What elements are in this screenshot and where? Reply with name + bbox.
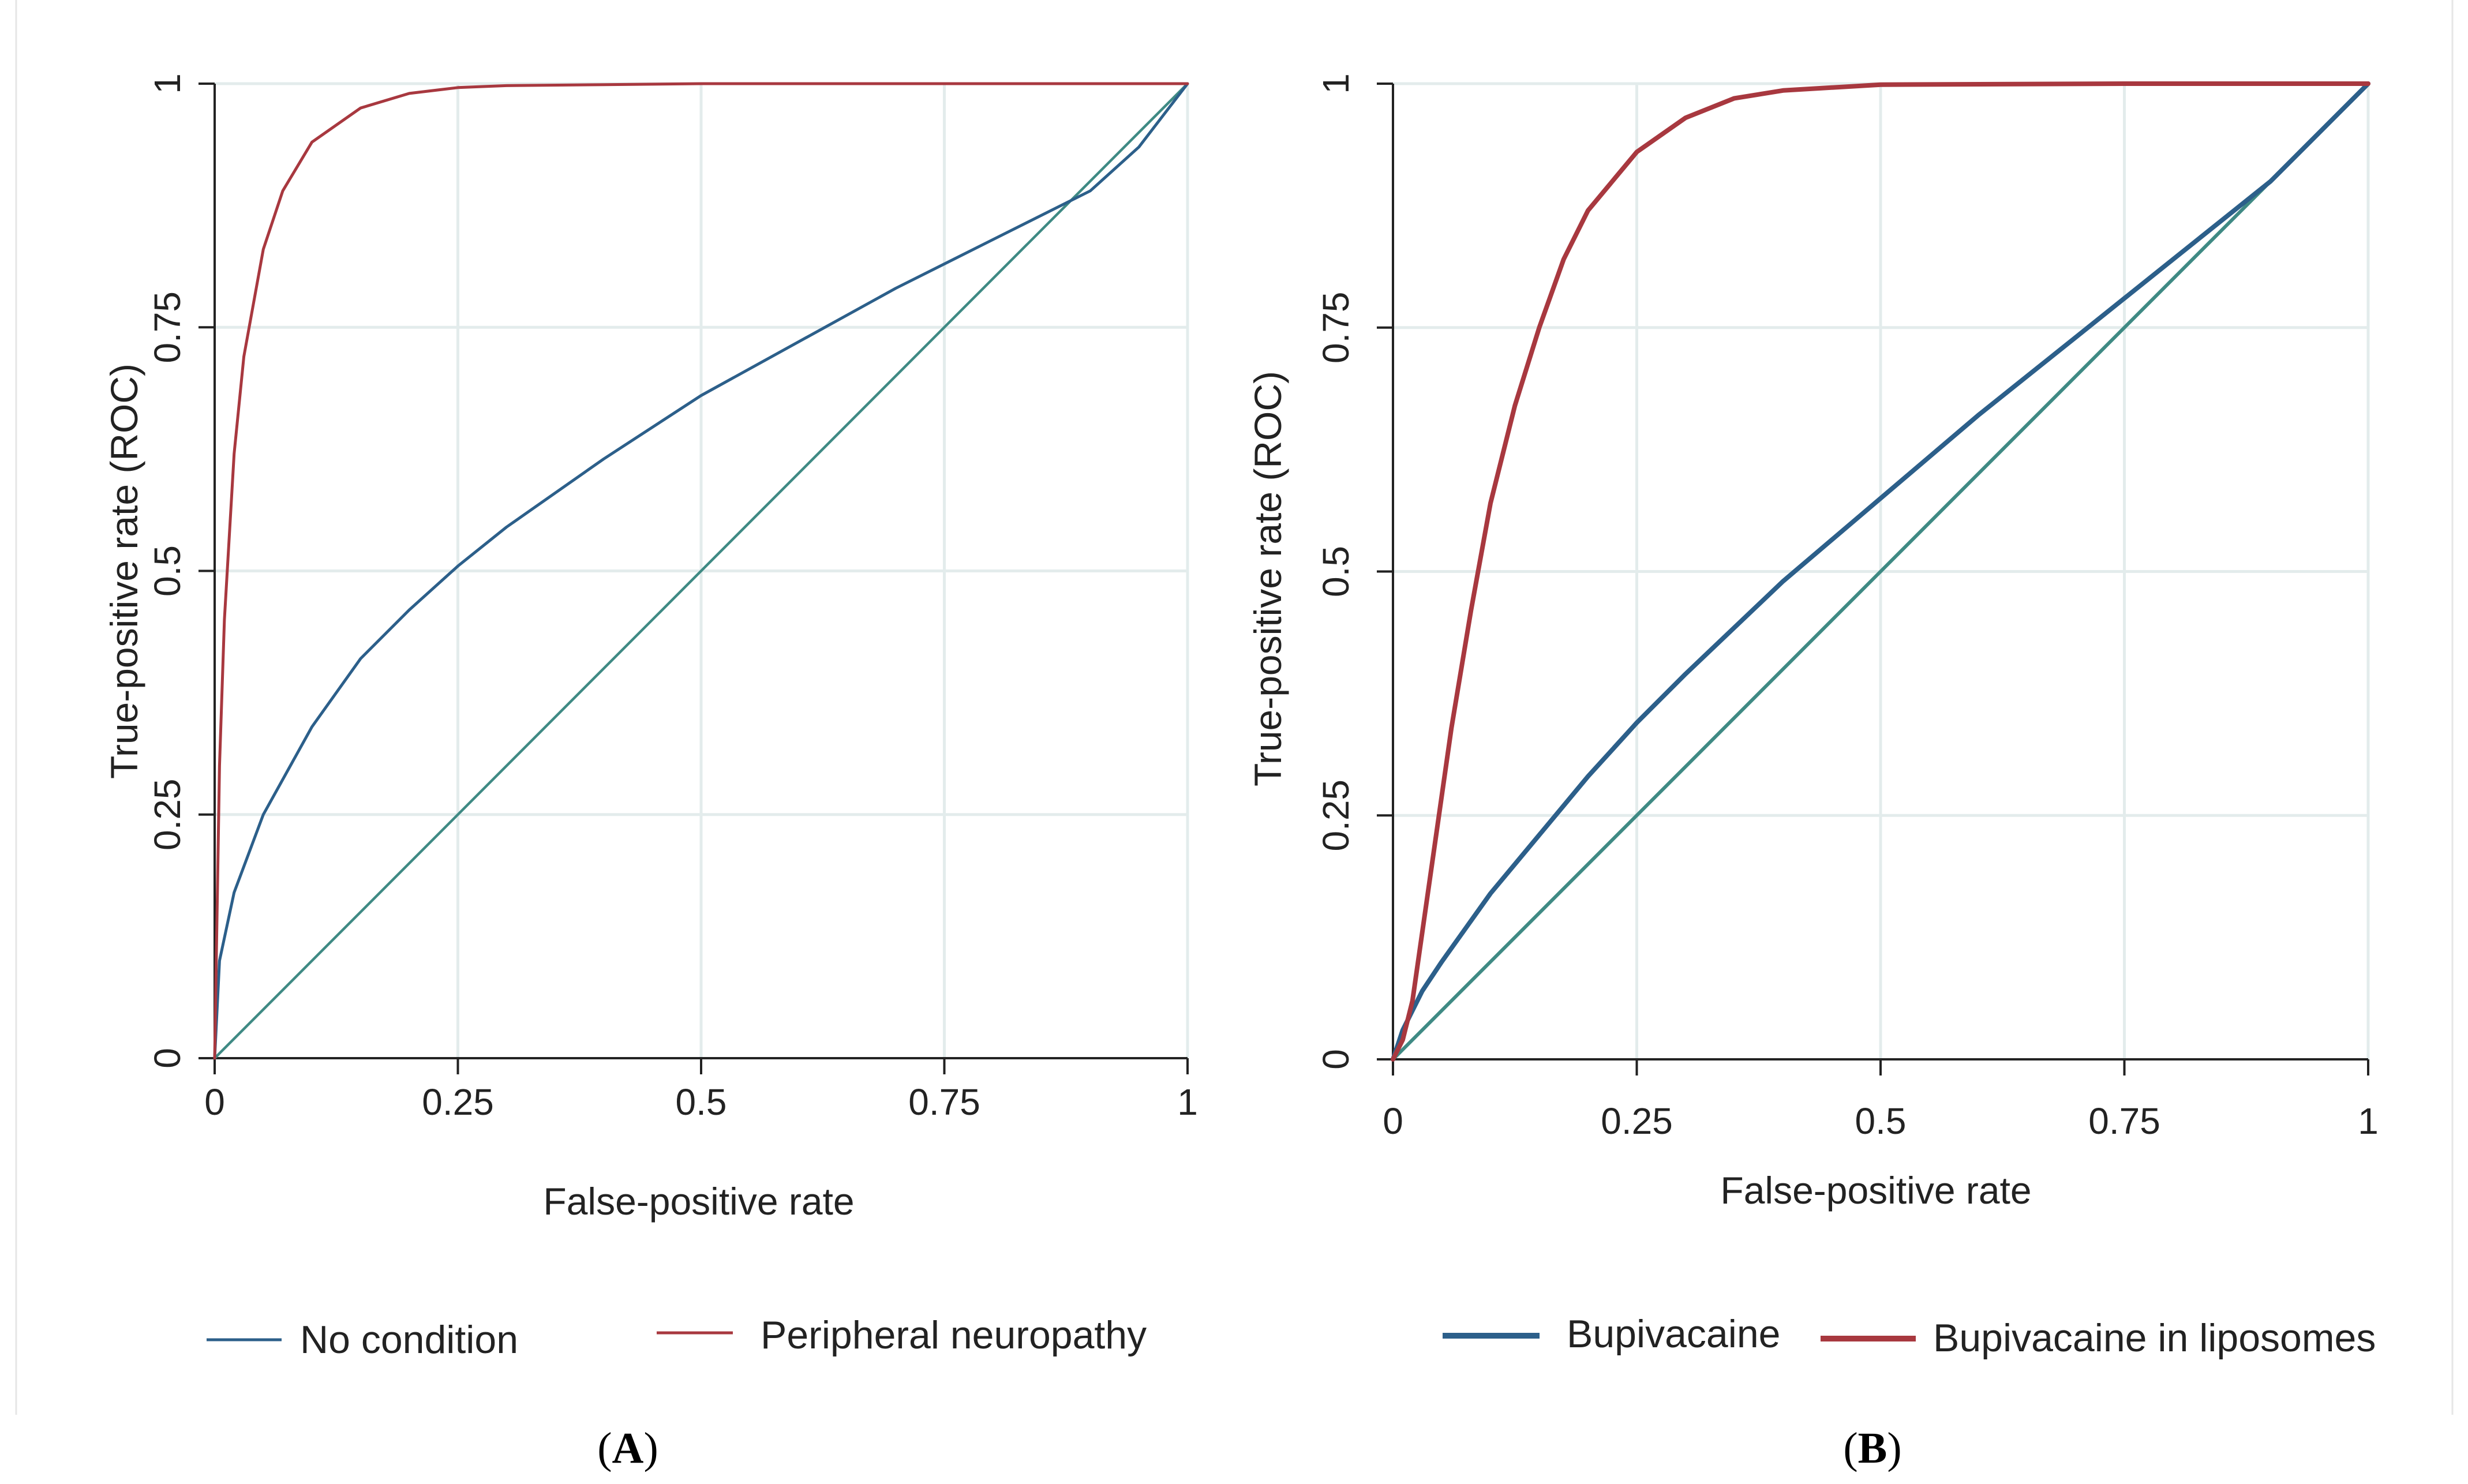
panel-label-a-letter: A (612, 1424, 644, 1472)
y-tick-label-a-3: 0.75 (147, 291, 188, 363)
panel-label-a-open: ( (597, 1424, 612, 1472)
y-tick-label-a-4: 1 (147, 73, 188, 94)
series-line-b-bupivacaine-in-liposomes (1391, 81, 2370, 1062)
legend-label-no-condition: No condition (300, 1318, 518, 1362)
legend-b: Bupivacaine Bupivacaine in liposomes (1443, 1312, 2376, 1360)
chart-panel-a: 0 0.25 0.5 0.75 1 0 0.25 0.5 0.75 1 True-positive… (103, 73, 1198, 1472)
y-tick-label-b-4: 1 (1315, 73, 1357, 94)
y-tick-label-b-0: 0 (1315, 1049, 1357, 1070)
legend-a: No condition Peripheral neuropathy (207, 1313, 1147, 1362)
y-tick-label-a-1: 0.25 (147, 778, 188, 850)
x-tick-label-b-4: 1 (2358, 1100, 2379, 1142)
series-line-b-bupivacaine (1391, 81, 2370, 1062)
series-line-a-reference-line (213, 82, 1189, 1060)
panel-label-b-letter: B (1858, 1424, 1887, 1472)
series-line-a-no-condition (213, 82, 1189, 1060)
series-line-b-reference-line (1391, 82, 2370, 1061)
x-axis-title-a: False-positive rate (543, 1180, 854, 1223)
x-tick-label-b-3: 0.75 (2088, 1100, 2160, 1142)
panel-label-a-close: ) (643, 1424, 658, 1472)
y-tick-label-a-2: 0.5 (147, 545, 188, 597)
legend-label-peripheral-neuropathy: Peripheral neuropathy (761, 1313, 1147, 1357)
x-tick-label-a-3: 0.75 (908, 1081, 980, 1123)
chart-panel-b: 0 0.25 0.5 0.75 1 0 0.25 0.5 0.75 1 True-positive… (1246, 73, 2379, 1472)
y-tick-label-b-3: 0.75 (1315, 291, 1357, 363)
panel-label-b-open: ( (1843, 1424, 1857, 1472)
panel-label-b-close: ) (1887, 1424, 1901, 1472)
plot-area-a: 0 0.25 0.5 0.75 1 0 0.25 0.5 0.75 1 (147, 73, 1198, 1123)
x-axis-title-b: False-positive rate (1720, 1169, 2031, 1212)
y-tick-label-a-0: 0 (147, 1048, 188, 1069)
x-tick-label-b-2: 0.5 (1855, 1100, 1907, 1142)
x-tick-label-b-0: 0 (1383, 1100, 1403, 1142)
y-tick-label-b-2: 0.5 (1315, 546, 1357, 597)
x-tick-label-a-4: 1 (1177, 1081, 1198, 1123)
x-tick-label-a-0: 0 (204, 1081, 225, 1123)
y-tick-label-b-1: 0.25 (1315, 780, 1357, 852)
y-axis-title-a: True-positive rate (ROC) (103, 363, 145, 779)
x-tick-label-a-1: 0.25 (422, 1081, 494, 1123)
plot-area-b: 0 0.25 0.5 0.75 1 0 0.25 0.5 0.75 1 (1315, 73, 2379, 1142)
x-tick-label-a-2: 0.5 (676, 1081, 727, 1123)
legend-label-bupivacaine-in-liposomes: Bupivacaine in liposomes (1933, 1316, 2376, 1360)
panel-label-a: (A) (597, 1424, 658, 1472)
panel-label-b: (B) (1843, 1424, 1901, 1472)
legend-label-bupivacaine: Bupivacaine (1567, 1312, 1780, 1356)
series-line-a-peripheral-neuropathy (213, 82, 1189, 1060)
y-axis-title-b: True-positive rate (ROC) (1246, 371, 1289, 786)
x-tick-label-b-1: 0.25 (1601, 1100, 1673, 1142)
